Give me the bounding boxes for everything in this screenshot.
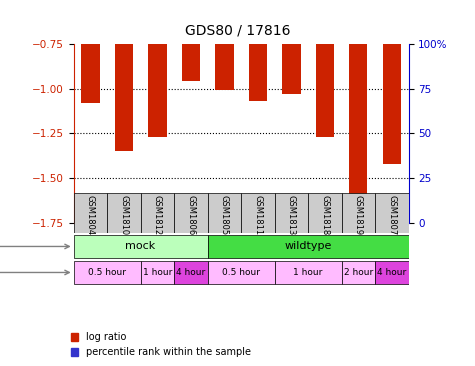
Text: wildtype: wildtype [285, 242, 332, 251]
Text: GSM1805: GSM1805 [220, 195, 229, 235]
Bar [375, 261, 408, 284]
Bar [208, 193, 241, 234]
Bar [81, 217, 100, 223]
Bar [215, 44, 234, 90]
Bar [74, 235, 208, 258]
Text: mock: mock [125, 242, 156, 251]
Text: 4 hour: 4 hour [176, 268, 206, 277]
Text: 0.5 hour: 0.5 hour [88, 268, 126, 277]
Bar [215, 214, 234, 223]
Bar [315, 214, 334, 223]
Text: GSM1804: GSM1804 [86, 195, 95, 235]
Bar [375, 193, 408, 234]
Text: GSM1807: GSM1807 [387, 195, 396, 235]
Text: GSM1819: GSM1819 [354, 195, 363, 235]
Text: GDS80 / 17816: GDS80 / 17816 [185, 24, 290, 38]
Bar [282, 44, 301, 94]
Bar [208, 235, 408, 258]
Bar [382, 212, 401, 223]
Bar [81, 44, 100, 103]
Text: GSM1813: GSM1813 [287, 195, 296, 235]
Bar [308, 193, 342, 234]
Bar [349, 216, 368, 223]
Bar [174, 261, 208, 284]
Text: 0.5 hour: 0.5 hour [222, 268, 260, 277]
Bar [248, 210, 267, 223]
Legend: log ratio, percentile rank within the sample: log ratio, percentile rank within the sa… [66, 329, 255, 361]
Bar [208, 261, 275, 284]
Bar [181, 44, 200, 82]
Text: GSM1818: GSM1818 [320, 195, 329, 235]
Bar [74, 261, 141, 284]
Bar [315, 44, 334, 137]
Bar [141, 193, 174, 234]
Text: GSM1810: GSM1810 [119, 195, 128, 235]
Bar [114, 216, 133, 223]
Text: 2 hour: 2 hour [343, 268, 373, 277]
Text: 1 hour: 1 hour [294, 268, 323, 277]
Text: GSM1811: GSM1811 [253, 195, 262, 235]
Bar [342, 261, 375, 284]
Bar [349, 44, 368, 217]
Bar [148, 216, 167, 223]
Bar [107, 193, 141, 234]
Text: time: time [0, 268, 69, 277]
Bar [382, 44, 401, 164]
Bar [248, 44, 267, 101]
Bar [275, 261, 342, 284]
Bar [174, 193, 208, 234]
Text: 1 hour: 1 hour [142, 268, 172, 277]
Bar [342, 193, 375, 234]
Bar [141, 261, 174, 284]
Bar [74, 193, 107, 234]
Text: GSM1812: GSM1812 [153, 195, 162, 235]
Bar [241, 193, 275, 234]
Text: 4 hour: 4 hour [377, 268, 407, 277]
Bar [275, 193, 308, 234]
Bar [181, 214, 200, 223]
Bar [148, 44, 167, 137]
Bar [114, 44, 133, 151]
Text: infection: infection [0, 242, 69, 251]
Bar [282, 210, 301, 223]
Text: GSM1806: GSM1806 [186, 195, 195, 235]
